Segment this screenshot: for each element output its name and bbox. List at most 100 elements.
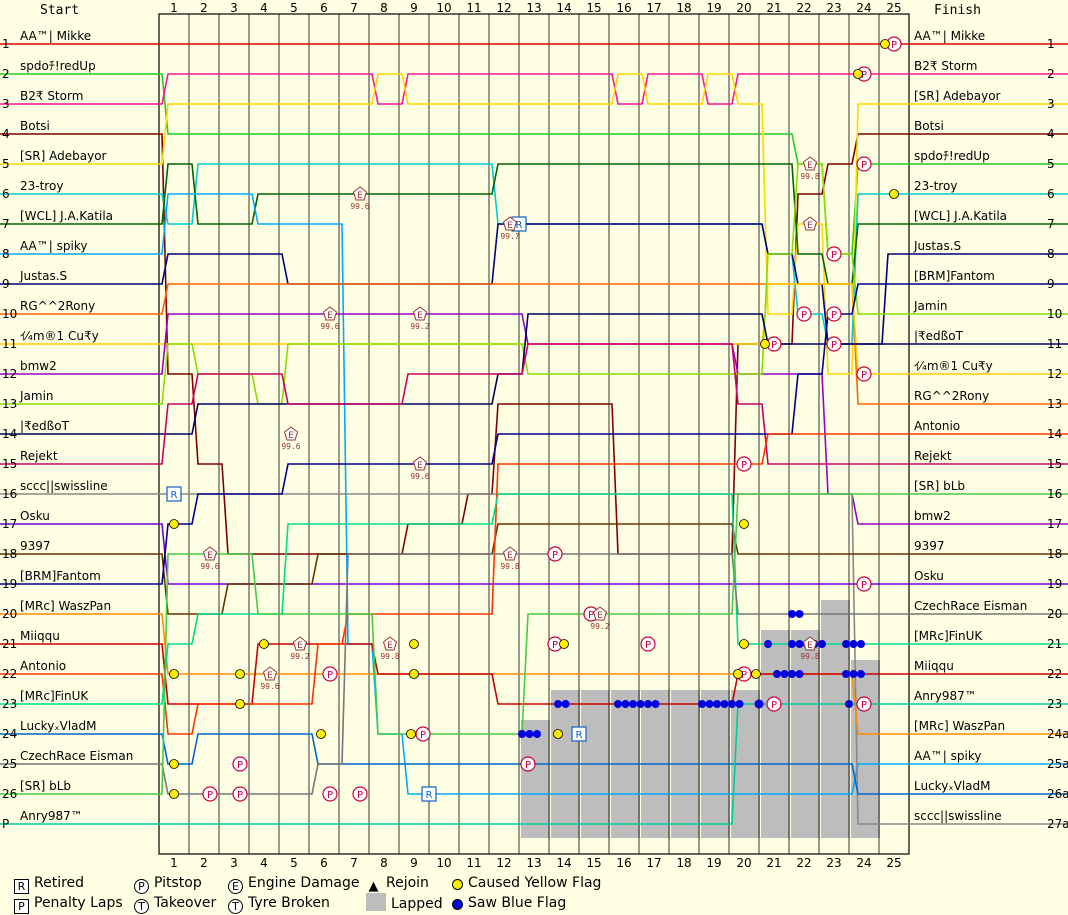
lap-number-top: 3 [230, 1, 238, 15]
lap-number-bottom: 24 [856, 856, 871, 870]
lapped-area [521, 600, 880, 838]
legend-item: Saw Blue Flag [452, 893, 566, 913]
finish-driver-label: [SR] Adebayor [914, 89, 1001, 103]
start-driver-label: 9397 [20, 539, 51, 553]
engine-damage-value: 99.8 [800, 172, 819, 181]
yellow-flag-marker [739, 639, 749, 649]
series-line [0, 343, 1068, 465]
finish-driver-label: [MRc]FinUK [914, 629, 983, 643]
blue-flag-marker [845, 700, 853, 708]
start-driver-label: Osku [20, 509, 50, 523]
pitstop-letter: P [237, 760, 243, 771]
series-line [0, 73, 1068, 105]
legend-item: ▲ Rejoin [366, 873, 429, 893]
pitstop-letter: P [525, 760, 531, 771]
lapped-bar-22 [791, 630, 820, 838]
blue-flag-marker [780, 670, 789, 678]
start-position-number: P [2, 817, 9, 831]
finish-position-number: 19 [1047, 577, 1062, 591]
yellow-flag-marker [169, 669, 179, 679]
position-lines [0, 43, 1068, 825]
start-position-number: 18 [2, 547, 17, 561]
blue-flag-marker [518, 730, 526, 738]
lap-number-top: 20 [736, 1, 751, 15]
start-driver-label: [MRc] WaszPan [20, 599, 111, 613]
finish-position-number: 16 [1047, 487, 1062, 501]
pitstop-marker [520, 756, 536, 772]
blue-flag-marker [795, 640, 804, 648]
pitstop-letter: P [357, 790, 363, 801]
engine-damage-letter: E [807, 161, 813, 171]
start-position-number: 19 [2, 577, 17, 591]
pitstop-marker [232, 786, 248, 802]
engine-damage-value: 99.7 [500, 232, 519, 241]
finish-position-number: 17 [1047, 517, 1062, 531]
yellow-flag-marker [406, 729, 416, 739]
pitstop-letter: P [207, 790, 213, 801]
yellow-flag-marker [235, 669, 245, 679]
lap-number-top: 22 [796, 1, 811, 15]
yellow-flag-marker [559, 639, 569, 649]
engine-damage-marker [412, 456, 428, 471]
pitstop-letter: P [831, 340, 837, 351]
lap-number-bottom: 9 [410, 856, 418, 870]
blue-flag-marker [728, 700, 736, 708]
legend-icon [366, 893, 386, 911]
finish-position-number: 27a [1047, 817, 1068, 831]
blue-flag-marker [621, 700, 630, 708]
series-line [0, 523, 1068, 615]
pitstop-letter: P [861, 700, 867, 711]
lap-number-bottom: 6 [320, 856, 328, 870]
blue-flag-marker [849, 670, 858, 678]
blue-flag-marker [842, 670, 850, 678]
pitstop-letter: P [891, 40, 897, 51]
lap-number-bottom: 2 [200, 856, 208, 870]
pitstop-letter: P [861, 580, 867, 591]
start-position-number: 2 [2, 67, 10, 81]
start-position-number: 26 [2, 787, 17, 801]
pitstop-marker [766, 696, 782, 712]
yellow-flag-marker [889, 189, 899, 199]
engine-damage-letter: E [807, 641, 813, 651]
lap-number-bottom: 7 [350, 856, 358, 870]
lap-number-bottom: 1 [170, 856, 178, 870]
start-position-number: 13 [2, 397, 17, 411]
start-position-number: 14 [2, 427, 17, 441]
start-driver-label: [BRM]Fantom [20, 569, 101, 583]
start-position-number: 20 [2, 607, 17, 621]
start-position-number: 11 [2, 337, 17, 351]
lap-number-top: 19 [706, 1, 721, 15]
lap-number-bottom: 12 [496, 856, 511, 870]
yellow-flag-marker [733, 669, 743, 679]
start-position-number: 25 [2, 757, 17, 771]
finish-position-number: 14 [1047, 427, 1062, 441]
legend-label: Lapped [391, 896, 443, 912]
legend-item: R Retired [14, 873, 84, 894]
start-position-number: 10 [2, 307, 17, 321]
start-driver-label: Rejekt [20, 449, 58, 463]
lap-number-bottom: 20 [736, 856, 751, 870]
series-line [0, 313, 1068, 525]
yellow-flag-marker [880, 39, 890, 49]
pitstop-letter: P [327, 670, 333, 681]
finish-driver-label: [BRM]Fantom [914, 269, 995, 283]
finish-position-number: 1 [1047, 37, 1055, 51]
engine-damage-value: 99.6 [281, 442, 300, 451]
blue-flag-marker [842, 640, 850, 648]
engine-damage-letter: E [207, 551, 213, 561]
start-position-number: 16 [2, 487, 17, 501]
blue-flag-marker [554, 700, 562, 708]
lap-number-bottom: 8 [380, 856, 388, 870]
yellow-flag-marker [316, 729, 326, 739]
lap-number-bottom: 17 [646, 856, 661, 870]
start-position-number: 17 [2, 517, 17, 531]
finish-position-number: 22 [1047, 667, 1062, 681]
legend-item: Lapped [366, 893, 443, 913]
engine-damage-value: 99.6 [350, 202, 369, 211]
lap-number-top: 16 [616, 1, 631, 15]
finish-position-number: 4 [1047, 127, 1055, 141]
pitstop-letter: P [861, 160, 867, 171]
yellow-flag-marker [235, 699, 245, 709]
engine-damage-marker [802, 636, 818, 651]
yellow-flag-marker [853, 69, 863, 79]
